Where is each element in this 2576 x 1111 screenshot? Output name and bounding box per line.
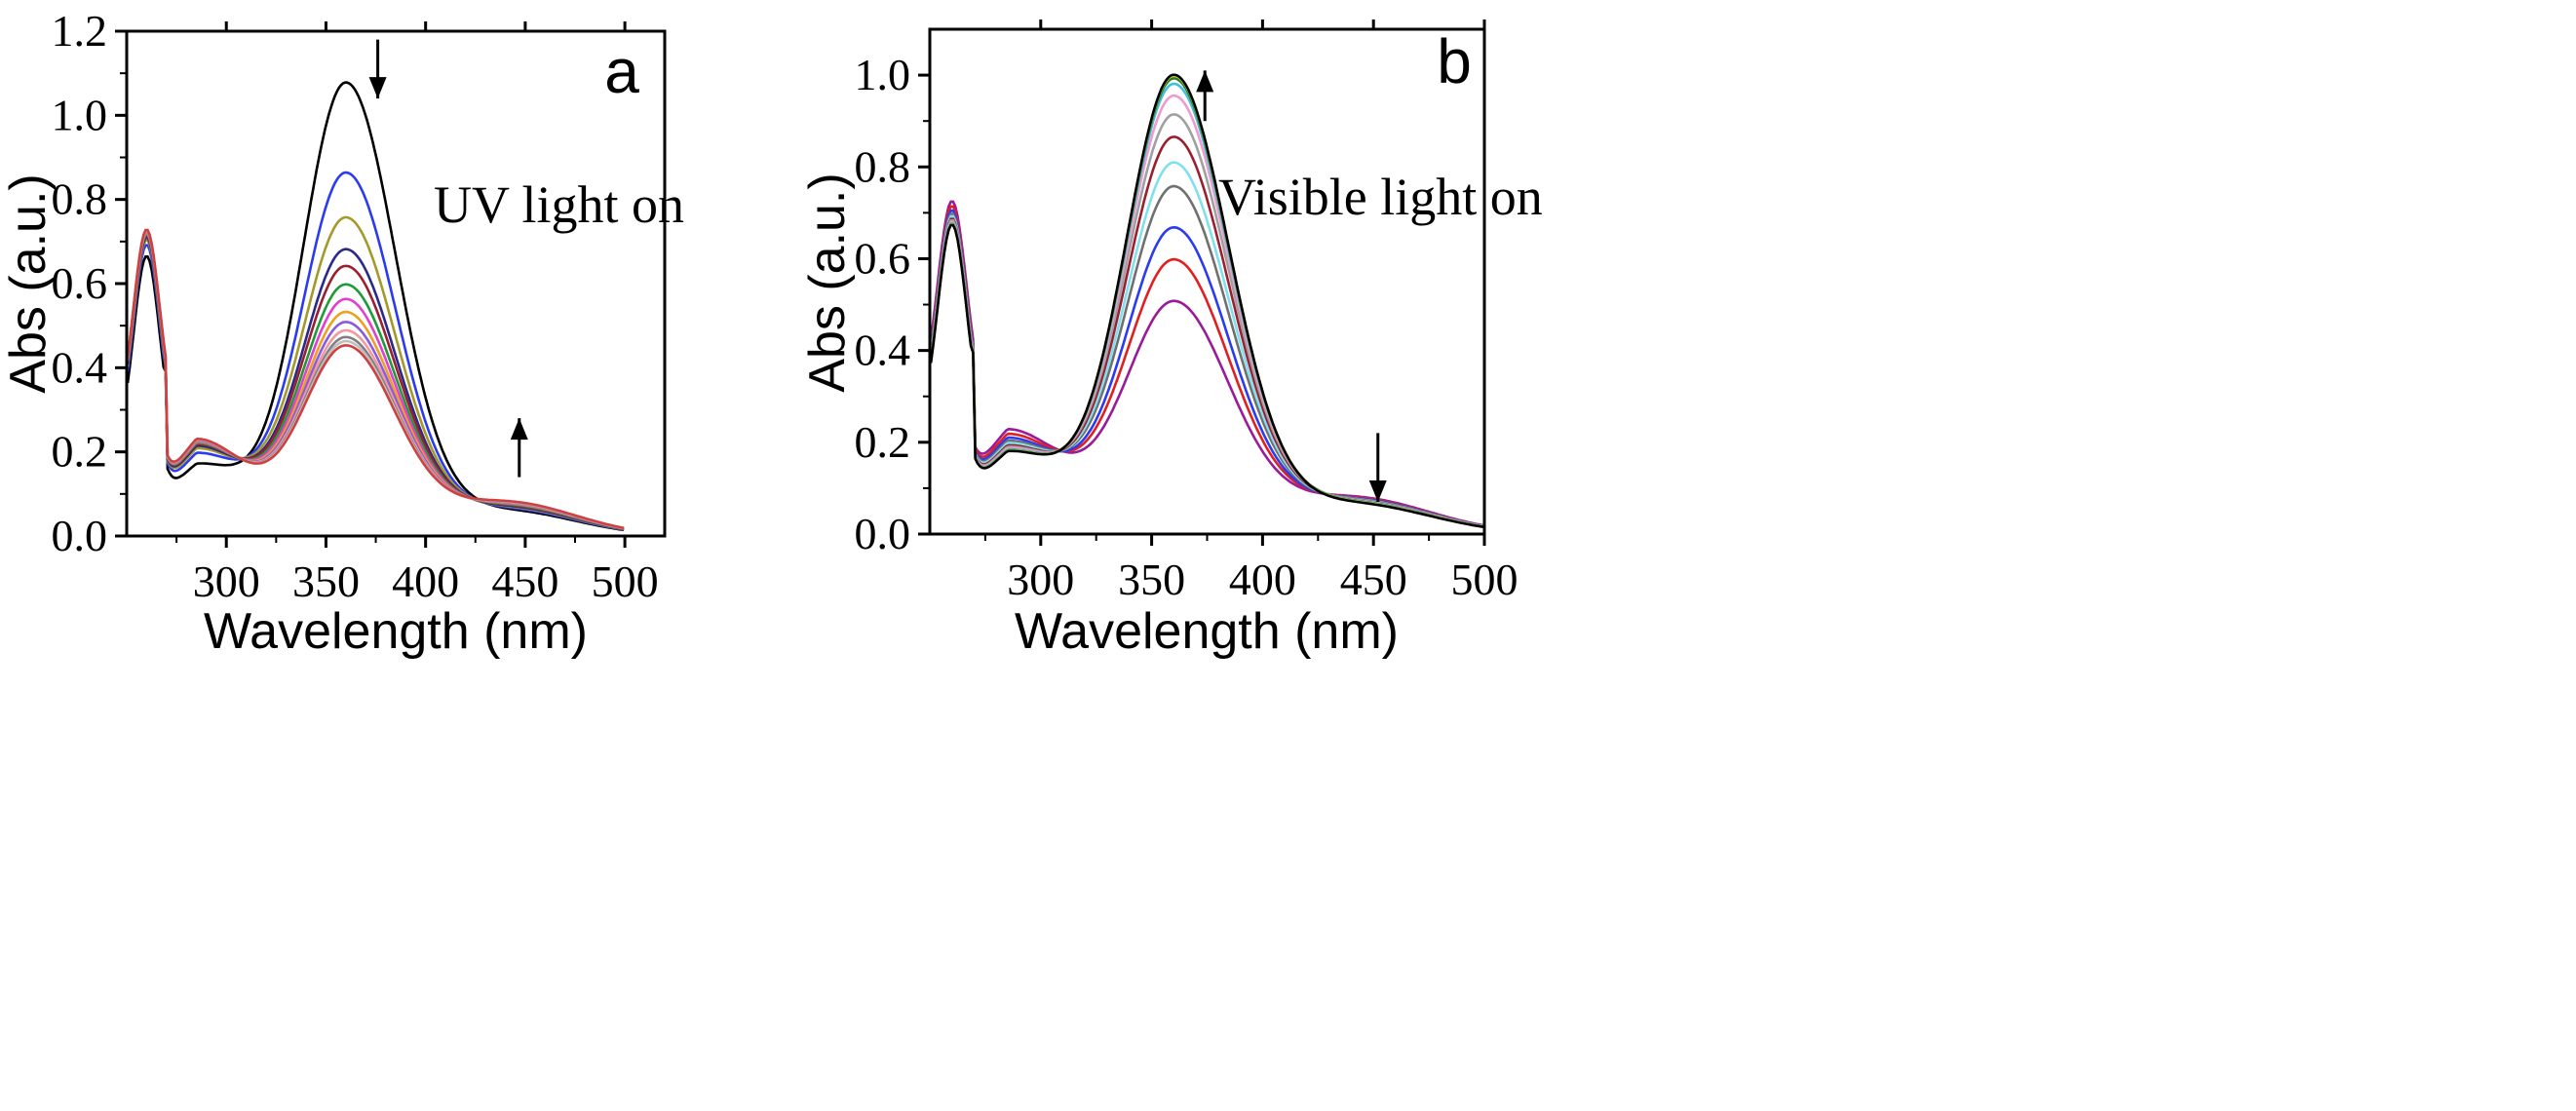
y-tick-label: 0.0: [855, 509, 911, 558]
y-tick-label: 1.2: [52, 6, 108, 56]
panel-b-ticks: 300 350 400 450 500 0.0 0.2 0.4 0.6 0.8 1.0: [855, 19, 1519, 604]
series-line-s12: [126, 229, 625, 530]
series-line-s1: [929, 200, 1484, 527]
panel-a-plot-frame: [125, 29, 667, 538]
panel-b-x-axis-label: Wavelength (nm): [1015, 603, 1399, 660]
panel-b-arrows: [1196, 70, 1387, 503]
series-line-s13: [126, 228, 625, 530]
series-line-s10: [126, 230, 625, 530]
panel-a-y-axis-label: Abs (a.u.): [0, 173, 57, 393]
series-line-s8: [126, 231, 625, 530]
x-tick-label: 400: [1229, 555, 1296, 604]
x-tick-label: 450: [1340, 555, 1407, 604]
series-line-s4: [929, 184, 1484, 528]
arrow-down-head: [1368, 480, 1387, 503]
panel-a-series-group: [126, 81, 625, 532]
x-tick-label: 500: [592, 556, 659, 606]
panel-a-arrows: [368, 39, 528, 478]
series-line-s4: [126, 236, 625, 531]
y-tick-label: 1.0: [52, 90, 108, 139]
y-tick-label: 0.8: [52, 174, 108, 224]
y-tick-label: 0.6: [52, 258, 108, 308]
x-tick-label: 350: [1118, 555, 1185, 604]
y-tick-label: 0.8: [855, 141, 911, 191]
y-tick-label: 0.4: [855, 326, 911, 375]
arrow-up-head: [510, 418, 528, 441]
y-tick-label: 1.0: [855, 50, 911, 99]
panel-a-ticks: 300 350 400 450 500 0.0 0.2 0.4 0.6 0.8 1.0 1.2: [52, 6, 659, 606]
x-tick-label: 400: [392, 556, 459, 606]
y-tick-label: 0.4: [52, 342, 108, 392]
arrow-down-head: [368, 77, 387, 99]
panel-b: 300 350 400 450 500 0.0 0.2 0.4 0.6 0.8 1.0 b Visi…: [799, 19, 1543, 660]
panel-a-x-axis-label: Wavelength (nm): [204, 603, 588, 660]
arrow-up-head: [1196, 70, 1214, 93]
panel-a-letter: a: [604, 36, 639, 106]
panel-b-letter: b: [1437, 26, 1472, 96]
y-tick-label: 0.6: [855, 233, 911, 283]
series-line-s2: [929, 205, 1484, 527]
panel-b-annotation: Visible light on: [1218, 168, 1543, 226]
panel-a-annotation: UV light on: [434, 175, 684, 234]
panel-b-plot-frame: [928, 27, 1486, 536]
series-line-s9: [126, 230, 625, 530]
x-tick-label: 500: [1451, 555, 1519, 604]
x-tick-label: 300: [193, 556, 260, 606]
y-tick-label: 0.2: [52, 427, 108, 477]
panel-b-y-axis-label: Abs (a.u.): [799, 172, 856, 392]
y-tick-label: 0.2: [855, 417, 911, 467]
series-line-s6: [126, 233, 625, 530]
y-tick-label: 0.0: [52, 511, 108, 560]
series-line-s1: [126, 81, 625, 532]
x-tick-label: 350: [292, 556, 360, 606]
series-line-s11: [126, 229, 625, 530]
x-tick-label: 300: [1007, 555, 1074, 604]
series-line-s12: [929, 73, 1484, 528]
series-line-s5: [126, 234, 625, 531]
panel-a: 300 350 400 450 500 0.0 0.2 0.4 0.6 0.8 1.0 1.2 a U…: [0, 6, 684, 660]
series-line-s7: [126, 232, 625, 530]
panel-b-series-group: [929, 73, 1484, 528]
x-tick-label: 450: [491, 556, 558, 606]
series-line-s3: [929, 209, 1484, 527]
